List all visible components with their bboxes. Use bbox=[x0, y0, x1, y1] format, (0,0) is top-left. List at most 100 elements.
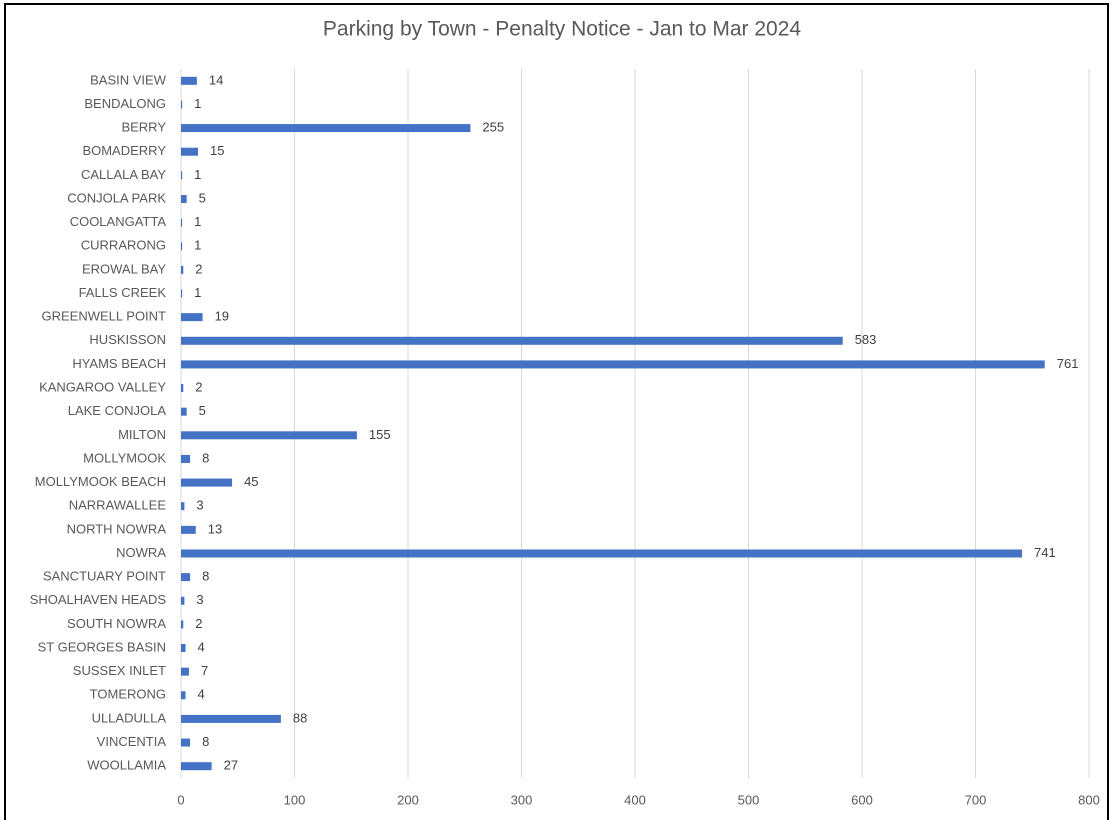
y-tick-label: SUSSEX INLET bbox=[73, 663, 166, 678]
data-label: 5 bbox=[199, 403, 206, 418]
bar bbox=[181, 667, 189, 676]
y-tick-label: KANGAROO VALLEY bbox=[39, 379, 166, 394]
data-label: 3 bbox=[196, 498, 203, 513]
bar bbox=[181, 242, 183, 251]
data-label: 583 bbox=[855, 332, 877, 347]
y-tick-label: BASIN VIEW bbox=[90, 72, 167, 87]
bar bbox=[181, 76, 197, 85]
data-label: 13 bbox=[208, 521, 222, 536]
bar bbox=[181, 644, 186, 653]
data-label: 3 bbox=[196, 592, 203, 607]
x-tick-label: 500 bbox=[738, 792, 760, 807]
x-tick-label: 100 bbox=[284, 792, 306, 807]
bar bbox=[181, 738, 191, 747]
y-tick-label: CONJOLA PARK bbox=[67, 190, 166, 205]
x-tick-label: 800 bbox=[1078, 792, 1100, 807]
data-label: 2 bbox=[195, 379, 202, 394]
bar bbox=[181, 313, 203, 322]
data-label: 8 bbox=[202, 734, 209, 749]
y-tick-label: MOLLYMOOK bbox=[83, 450, 166, 465]
y-tick-label: NOWRA bbox=[116, 545, 166, 560]
bar bbox=[181, 478, 233, 487]
x-tick-label: 0 bbox=[177, 792, 184, 807]
y-tick-label: HYAMS BEACH bbox=[72, 356, 166, 371]
bar bbox=[181, 384, 184, 393]
x-tick-label: 600 bbox=[851, 792, 873, 807]
y-tick-label: EROWAL BAY bbox=[82, 261, 166, 276]
data-label: 1 bbox=[194, 96, 201, 111]
bar bbox=[181, 100, 183, 109]
bar bbox=[181, 407, 187, 416]
y-tick-label: ST GEORGES BASIN bbox=[38, 639, 166, 654]
bar bbox=[181, 265, 184, 274]
data-label: 1 bbox=[194, 214, 201, 229]
bar bbox=[181, 762, 212, 771]
y-tick-label: LAKE CONJOLA bbox=[68, 403, 167, 418]
y-tick-label: VINCENTIA bbox=[97, 734, 167, 749]
y-tick-label: SANCTUARY POINT bbox=[43, 569, 166, 584]
y-tick-label: FALLS CREEK bbox=[79, 285, 167, 300]
data-label: 1 bbox=[194, 285, 201, 300]
y-tick-label: NORTH NOWRA bbox=[67, 521, 167, 536]
data-label: 4 bbox=[198, 687, 205, 702]
x-tick-label: 200 bbox=[397, 792, 419, 807]
y-tick-label: ULLADULLA bbox=[92, 710, 167, 725]
y-tick-label: MOLLYMOOK BEACH bbox=[35, 474, 166, 489]
data-label: 155 bbox=[369, 427, 391, 442]
data-label: 2 bbox=[195, 261, 202, 276]
y-tick-label: NARRAWALLEE bbox=[69, 498, 167, 513]
bar bbox=[181, 147, 199, 156]
bar bbox=[181, 431, 357, 440]
bar bbox=[181, 124, 471, 133]
bar bbox=[181, 691, 186, 700]
y-tick-label: TOMERONG bbox=[90, 687, 166, 702]
bar bbox=[181, 171, 183, 180]
y-tick-label: SOUTH NOWRA bbox=[67, 616, 166, 631]
data-label: 8 bbox=[202, 569, 209, 584]
data-label: 4 bbox=[198, 639, 205, 654]
y-tick-label: CURRARONG bbox=[81, 238, 166, 253]
data-label: 741 bbox=[1034, 545, 1056, 560]
chart-border bbox=[4, 3, 1109, 820]
chart-title: Parking by Town - Penalty Notice - Jan t… bbox=[323, 18, 802, 41]
bar bbox=[181, 596, 185, 605]
data-label: 5 bbox=[199, 190, 206, 205]
bar bbox=[181, 218, 183, 227]
y-tick-label: HUSKISSON bbox=[89, 332, 166, 347]
bar bbox=[181, 573, 191, 582]
data-label: 2 bbox=[195, 616, 202, 631]
data-label: 14 bbox=[209, 72, 223, 87]
data-label: 19 bbox=[215, 309, 229, 324]
data-label: 7 bbox=[201, 663, 208, 678]
bar bbox=[181, 549, 1023, 558]
data-label: 15 bbox=[210, 143, 224, 158]
data-label: 88 bbox=[293, 710, 307, 725]
bar bbox=[181, 454, 191, 463]
y-tick-label: BOMADERRY bbox=[82, 143, 166, 158]
x-tick-label: 300 bbox=[511, 792, 533, 807]
data-label: 27 bbox=[224, 758, 238, 773]
data-label: 1 bbox=[194, 167, 201, 182]
data-label: 8 bbox=[202, 450, 209, 465]
y-tick-label: BENDALONG bbox=[84, 96, 166, 111]
y-tick-label: COOLANGATTA bbox=[70, 214, 167, 229]
data-label: 255 bbox=[482, 120, 504, 135]
data-label: 1 bbox=[194, 238, 201, 253]
y-tick-label: SHOALHAVEN HEADS bbox=[30, 592, 167, 607]
bar bbox=[181, 525, 196, 534]
y-tick-label: CALLALA BAY bbox=[81, 167, 166, 182]
bar bbox=[181, 360, 1045, 369]
x-tick-label: 400 bbox=[624, 792, 646, 807]
bar bbox=[181, 336, 843, 345]
y-tick-label: MILTON bbox=[118, 427, 166, 442]
bar bbox=[181, 289, 183, 298]
y-tick-label: WOOLLAMIA bbox=[87, 758, 166, 773]
bar bbox=[181, 502, 185, 511]
y-tick-label: GREENWELL POINT bbox=[42, 309, 167, 324]
bar bbox=[181, 714, 281, 723]
y-tick-label: BERRY bbox=[121, 120, 166, 135]
x-tick-label: 700 bbox=[965, 792, 987, 807]
bar bbox=[181, 620, 184, 629]
